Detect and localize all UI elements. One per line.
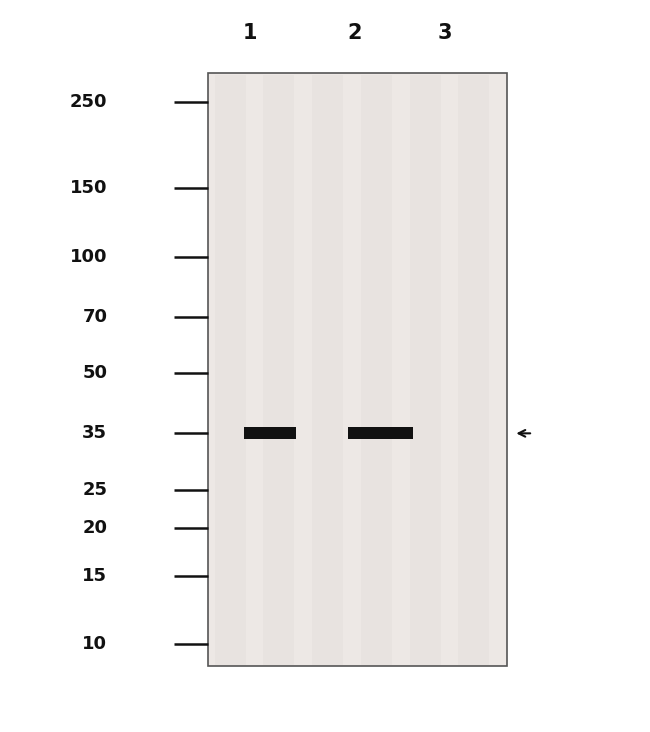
Bar	[312, 75, 343, 665]
Text: 25: 25	[83, 481, 107, 499]
Bar	[348, 427, 413, 439]
Bar	[244, 427, 296, 439]
Text: 1: 1	[243, 23, 257, 43]
Bar	[458, 75, 489, 665]
Text: 3: 3	[438, 23, 452, 43]
Bar	[214, 75, 246, 665]
Bar	[410, 75, 441, 665]
Text: 20: 20	[83, 518, 107, 537]
Text: 35: 35	[83, 425, 107, 442]
Bar	[208, 73, 507, 666]
Text: 250: 250	[70, 94, 107, 111]
Text: 10: 10	[83, 635, 107, 653]
Text: 2: 2	[347, 23, 361, 43]
Text: 100: 100	[70, 247, 107, 266]
Text: 15: 15	[83, 567, 107, 585]
Bar	[361, 75, 392, 665]
Text: 70: 70	[83, 307, 107, 326]
Bar	[263, 75, 294, 665]
Text: 150: 150	[70, 179, 107, 198]
Text: 50: 50	[83, 365, 107, 382]
